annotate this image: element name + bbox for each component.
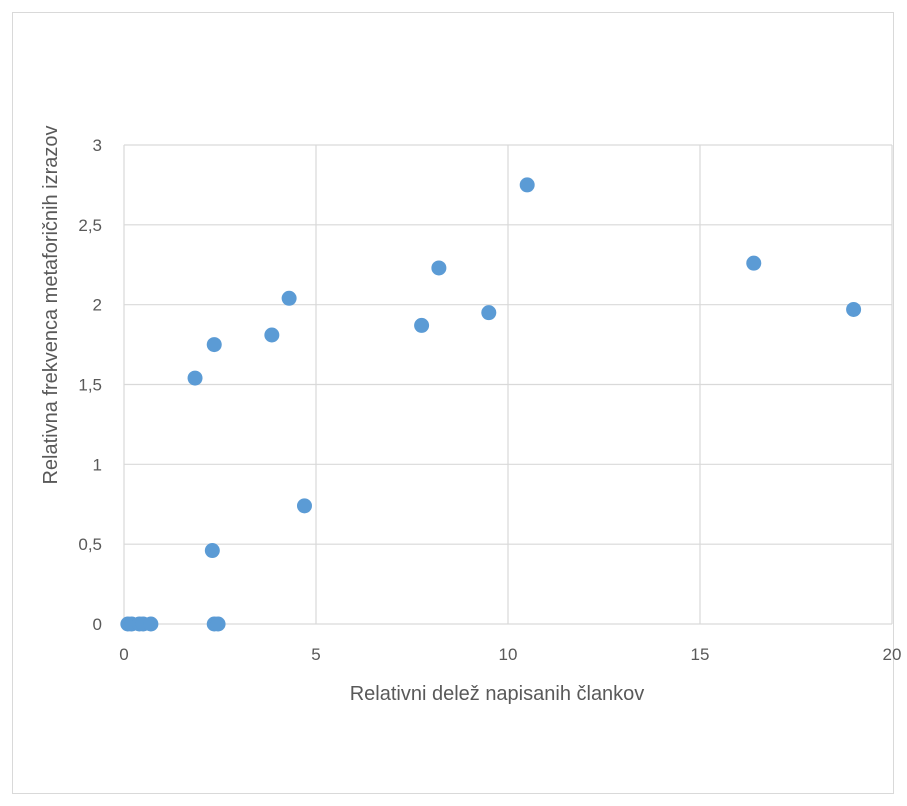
data-point — [210, 616, 226, 632]
x-axis-title: Relativni delež napisanih člankov — [350, 683, 645, 705]
x-tick-label: 0 — [119, 645, 128, 664]
data-point — [519, 177, 535, 193]
x-tick-label: 10 — [499, 645, 518, 664]
x-tick-label: 20 — [883, 645, 902, 664]
data-point — [431, 260, 447, 276]
x-tick-label: 15 — [691, 645, 710, 664]
y-axis-title: Relativna frekvenca metaforičnih izrazov — [40, 125, 62, 484]
data-point — [846, 301, 862, 317]
data-point — [206, 337, 222, 353]
data-point — [264, 327, 280, 343]
data-point — [414, 317, 430, 333]
x-axis-ticks: 0 5 10 15 20 — [119, 645, 901, 664]
y-tick-label: 1,5 — [78, 376, 102, 395]
y-tick-label: 2,5 — [78, 216, 102, 235]
y-tick-label: 0 — [93, 615, 102, 634]
data-point — [143, 616, 159, 632]
data-point — [204, 543, 220, 559]
y-tick-label: 0,5 — [78, 535, 102, 554]
y-tick-label: 1 — [93, 455, 102, 474]
data-point — [296, 498, 312, 514]
y-tick-label: 3 — [93, 136, 102, 155]
data-points — [120, 177, 862, 632]
chart-area — [12, 12, 894, 794]
y-axis-ticks: 0 0,5 1 1,5 2 2,5 3 — [78, 136, 102, 634]
gridlines — [123, 144, 893, 625]
y-tick-label: 2 — [93, 296, 102, 315]
data-point — [187, 370, 203, 386]
x-tick-label: 5 — [311, 645, 320, 664]
data-point — [746, 255, 762, 271]
data-point — [481, 305, 497, 321]
data-point — [281, 290, 297, 306]
